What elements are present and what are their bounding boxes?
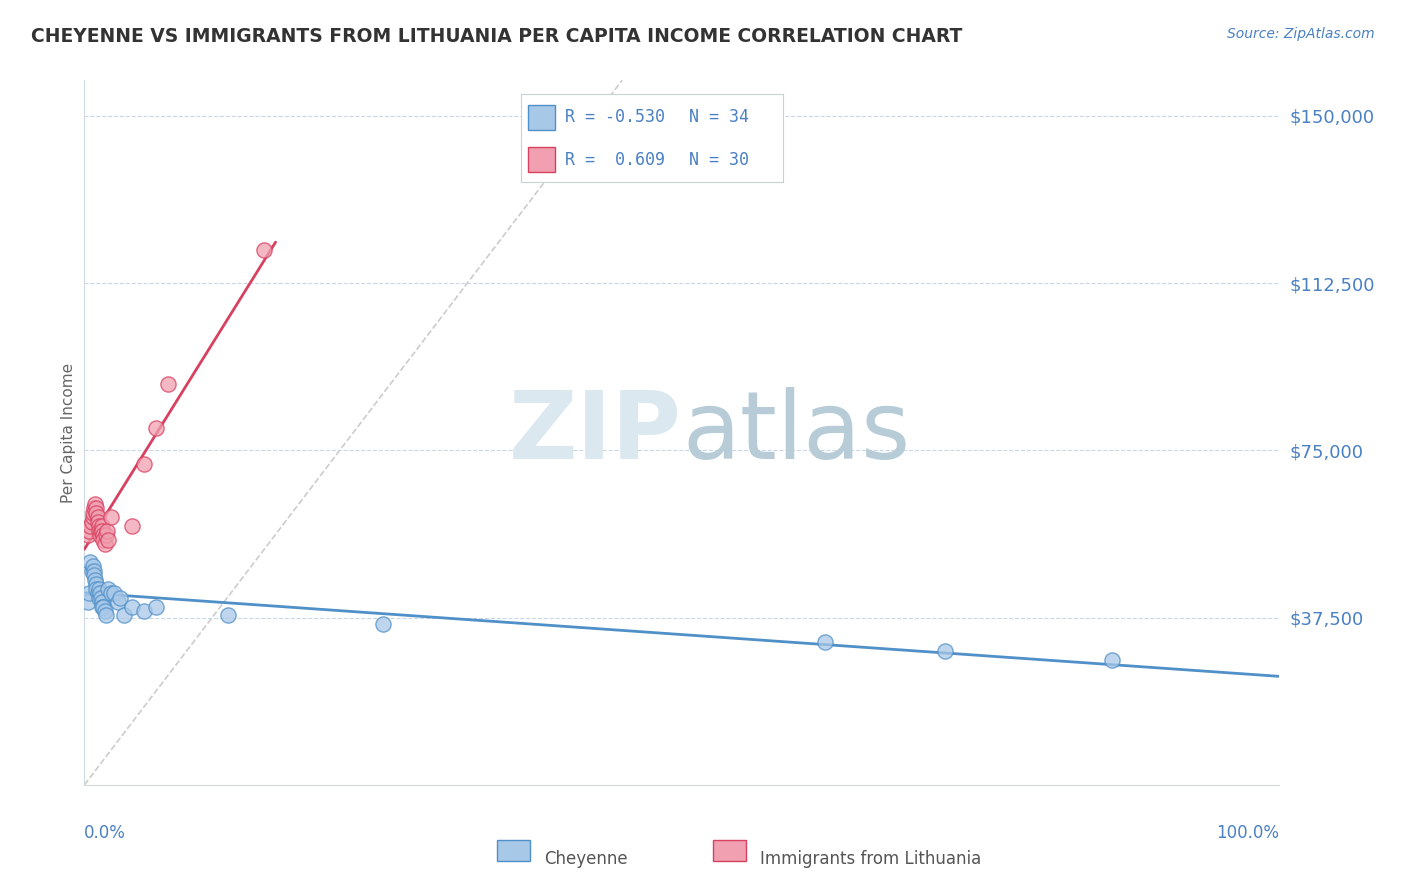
Text: ZIP: ZIP [509,386,682,479]
Point [103,586,125,600]
Text: CHEYENNE VS IMMIGRANTS FROM LITHUANIA PER CAPITA INCOME CORRELATION CHART: CHEYENNE VS IMMIGRANTS FROM LITHUANIA PE… [31,27,962,45]
Point [82,510,104,524]
Text: Immigrants from Lithuania: Immigrants from Lithuania [759,850,981,868]
Point [107,595,129,609]
Point [86,582,108,596]
Point [217,608,239,623]
Point [814,635,837,649]
Bar [713,840,747,861]
Point [89,586,111,600]
Point [89,528,111,542]
Point [121,599,143,614]
Point [77,524,100,538]
Point [80,515,103,529]
Point [97,533,120,547]
Point [87,591,110,605]
Point [145,421,167,435]
Y-axis label: Per Capita Income: Per Capita Income [60,362,76,503]
Point [84,573,107,587]
Point [90,524,112,538]
Point [93,537,115,551]
Point [132,457,156,471]
Point [1101,653,1123,667]
Point [91,519,114,533]
Text: atlas: atlas [682,386,910,479]
Point [91,524,114,538]
Point [84,497,107,511]
Bar [496,840,530,861]
Point [77,528,100,542]
Point [91,599,114,614]
Point [80,564,103,578]
Point [86,577,108,591]
Point [934,644,956,658]
Point [94,528,117,542]
Point [86,510,108,524]
Point [90,591,112,605]
Point [77,586,100,600]
Point [157,376,180,391]
Point [132,604,156,618]
Point [87,582,110,596]
Point [145,599,167,614]
Point [87,519,110,533]
Point [96,524,118,538]
Point [83,564,105,578]
Point [86,501,108,516]
Point [253,243,276,257]
Text: 100.0%: 100.0% [1216,823,1279,842]
Point [82,506,104,520]
Point [83,568,105,582]
Point [86,506,108,520]
Point [86,586,108,600]
Text: Cheyenne: Cheyenne [544,850,628,868]
Point [94,608,117,623]
Point [79,555,101,569]
Point [87,524,110,538]
Point [100,510,122,524]
Text: 0.0%: 0.0% [84,823,127,842]
Point [100,586,122,600]
Point [112,608,135,623]
Point [121,519,143,533]
Point [79,519,101,533]
Point [93,599,115,614]
Text: Source: ZipAtlas.com: Source: ZipAtlas.com [1227,27,1375,41]
Point [83,501,105,516]
Point [93,533,115,547]
Point [373,617,395,632]
Point [93,604,115,618]
Point [110,591,132,605]
Point [93,528,115,542]
Point [91,595,114,609]
Point [82,559,104,574]
Point [97,582,120,596]
Point [86,515,108,529]
Point [77,595,100,609]
